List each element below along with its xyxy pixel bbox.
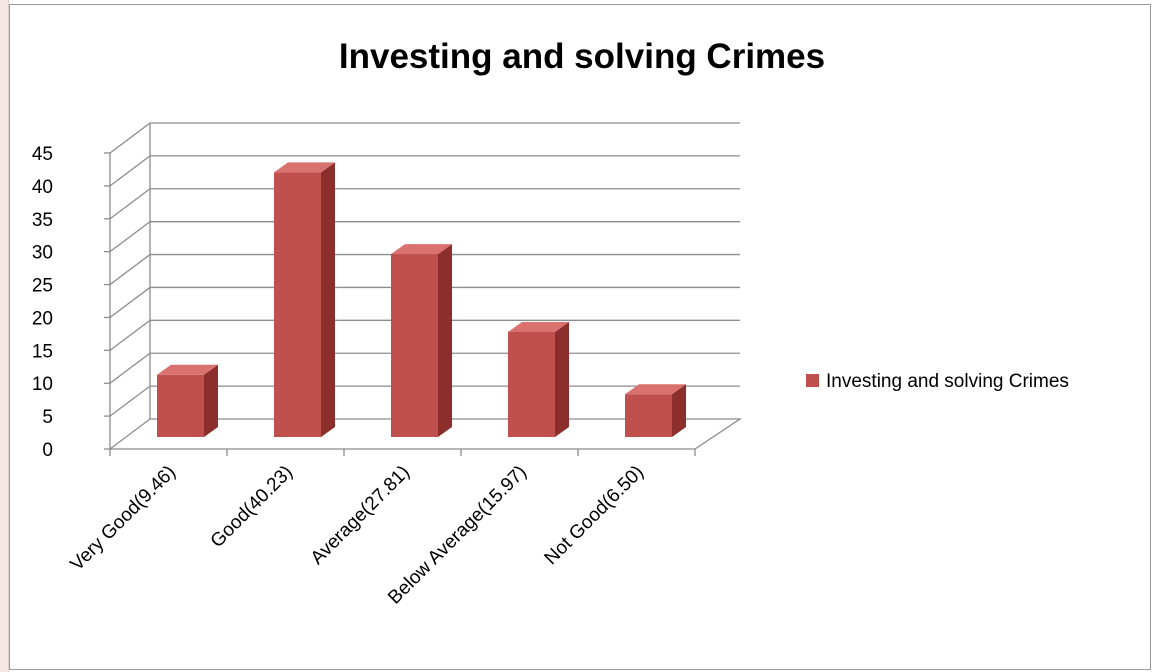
gridline-side: [109, 385, 151, 417]
bar-top: [274, 162, 335, 173]
x-category-label: Not Good(6.50): [541, 462, 648, 569]
bar-top: [625, 384, 686, 395]
bar-side: [438, 244, 452, 437]
bar-top: [157, 364, 218, 375]
bar-front: [508, 331, 555, 437]
y-tick-label: 45: [32, 144, 53, 165]
bar: [508, 321, 569, 437]
x-category-label: Very Good(9.46): [67, 462, 180, 575]
gridline-side: [109, 352, 151, 384]
y-tick-label: 20: [32, 308, 53, 329]
y-tick-label: 15: [32, 341, 53, 362]
bar: [274, 162, 335, 437]
bar: [625, 384, 686, 437]
gridline-side: [109, 122, 151, 154]
legend-label: Investing and solving Crimes: [826, 371, 1069, 392]
bar-side: [204, 364, 218, 437]
x-category-label: Average(27.81): [307, 462, 414, 569]
bar-front: [391, 254, 438, 437]
bar: [391, 244, 452, 437]
gridline-side: [109, 319, 151, 351]
chart-bars: [157, 162, 686, 437]
y-axis-tick-labels: 0 5 10 15 20 25 30 35 40 45: [32, 144, 53, 461]
y-tick-label: 10: [32, 374, 53, 395]
chart-floor: [108, 418, 743, 450]
y-tick-label: 25: [32, 276, 53, 297]
gridline-side: [109, 188, 151, 220]
y-tick-label: 5: [42, 407, 53, 428]
gridline-side: [109, 254, 151, 286]
gridline-side: [109, 221, 151, 253]
legend-swatch: [806, 374, 819, 387]
bar-top: [391, 244, 452, 255]
y-tick-label: 35: [32, 210, 53, 231]
bar-front: [274, 172, 321, 437]
y-tick-label: 0: [42, 440, 53, 461]
gridline-side: [109, 286, 151, 318]
y-tick-label: 30: [32, 243, 53, 264]
bar-side: [321, 162, 335, 437]
chart-frame: [9, 4, 1151, 670]
bar-side: [672, 384, 686, 437]
x-axis-category-labels: Very Good(9.46) Good(40.23) Average(27.81)…: [67, 462, 648, 609]
x-category-label: Good(40.23): [207, 462, 297, 552]
chart-axes: [104, 123, 743, 456]
bar-top: [508, 321, 569, 332]
bar-front: [157, 374, 204, 437]
bar: [157, 364, 218, 437]
y-tick-label: 40: [32, 177, 53, 198]
bar-side: [555, 321, 569, 437]
chart-title: Investing and solving Crimes: [339, 37, 825, 76]
document-margin-strip: [0, 0, 9, 672]
gridline-side: [109, 155, 151, 187]
bar-front: [625, 394, 672, 437]
chart-legend: Investing and solving Crimes: [806, 371, 1069, 392]
